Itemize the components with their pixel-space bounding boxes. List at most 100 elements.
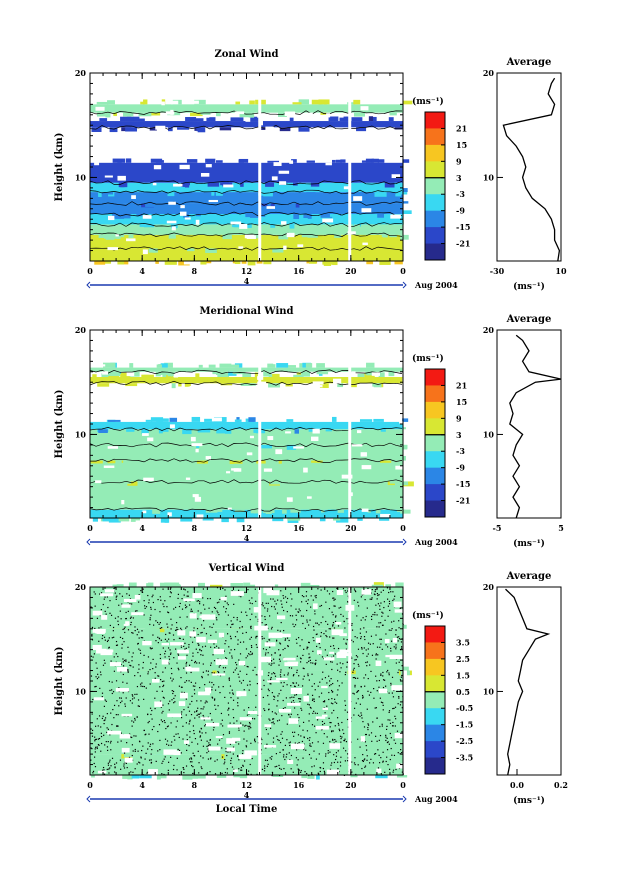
heatmap-cell — [371, 158, 379, 163]
heatmap-cell — [100, 203, 107, 208]
heatmap-band — [90, 121, 403, 128]
heatmap-cell — [234, 419, 242, 422]
missing-cell — [371, 97, 379, 102]
speckle-dot — [332, 682, 334, 685]
speckle-dot — [193, 732, 195, 735]
speckle-dot — [180, 676, 182, 679]
speckle-dot — [362, 721, 364, 723]
heatmap-cell — [176, 584, 180, 587]
speckle-dot — [300, 615, 303, 617]
speckle-dot — [130, 616, 132, 618]
speckle-dot — [297, 684, 300, 686]
speckle-dot — [166, 606, 168, 608]
speckle-dot — [307, 602, 309, 605]
speckle-dot — [91, 735, 94, 737]
speckle-dot — [368, 694, 371, 696]
heatmap-cell — [158, 429, 163, 434]
speckle-dot — [248, 689, 250, 691]
speckle-dot — [236, 631, 238, 633]
speckle-dot — [100, 726, 102, 728]
speckle-dot — [124, 705, 126, 707]
heatmap-cell — [159, 429, 169, 432]
missing-cell — [107, 247, 118, 251]
colorbar-swatch — [425, 691, 445, 709]
speckle-dot — [390, 747, 392, 750]
speckle-dot — [131, 744, 134, 746]
speckle-dot — [279, 643, 282, 645]
heatmap-cell — [332, 159, 336, 163]
missing-cell — [263, 468, 273, 472]
missing-cell — [385, 356, 391, 362]
speckle-dot — [245, 611, 247, 613]
speckle-dot — [387, 764, 389, 766]
speckle-dot — [99, 671, 102, 673]
speckle-dot — [380, 673, 382, 675]
missing-cell — [309, 351, 319, 355]
missing-cell — [329, 743, 341, 749]
speckle-dot — [218, 666, 220, 668]
speckle-dot — [225, 657, 227, 659]
missing-cell — [208, 746, 221, 751]
speckle-dot — [197, 651, 199, 654]
speckle-dot — [103, 598, 105, 600]
missing-cell — [234, 111, 245, 115]
speckle-dot — [217, 743, 219, 745]
speckle-dot — [313, 765, 315, 767]
speckle-dot — [218, 614, 220, 616]
speckle-dot — [169, 649, 171, 651]
speckle-dot — [96, 617, 99, 619]
heatmap-cell — [300, 582, 311, 587]
missing-cell — [351, 371, 356, 376]
speckle-dot — [176, 757, 178, 759]
speckle-dot — [98, 640, 100, 642]
speckle-dot — [240, 596, 242, 598]
speckle-dot — [247, 725, 249, 727]
colorbar-unit: (ms⁻¹) — [412, 96, 444, 107]
speckle-dot — [185, 607, 187, 609]
heatmap-cell — [163, 248, 171, 254]
speckle-dot — [91, 635, 93, 637]
heatmap-cell — [355, 754, 364, 758]
speckle-dot — [279, 751, 281, 753]
y-tick-label: 10 — [75, 429, 87, 439]
speckle-dot — [378, 622, 380, 624]
missing-cell — [391, 685, 403, 691]
speckle-dot — [160, 639, 162, 641]
speckle-dot — [336, 702, 338, 704]
missing-cell — [336, 652, 347, 658]
speckle-dot — [202, 604, 205, 606]
speckle-dot — [286, 597, 289, 600]
speckle-dot — [271, 626, 273, 628]
speckle-dot — [168, 744, 170, 746]
heatmap-band — [90, 182, 403, 193]
missing-cell — [296, 414, 303, 420]
speckle-dot — [352, 677, 354, 679]
speckle-dot — [334, 758, 337, 761]
missing-cell — [362, 242, 368, 246]
speckle-dot — [214, 698, 216, 700]
heatmap-cell — [214, 509, 223, 512]
speckle-dot — [401, 752, 403, 754]
speckle-dot — [139, 652, 142, 654]
missing-cell — [153, 165, 162, 170]
missing-cell — [177, 630, 186, 636]
speckle-dot — [223, 671, 225, 673]
speckle-dot — [245, 657, 247, 659]
heatmap-cell — [245, 224, 252, 228]
speckle-dot — [172, 692, 174, 695]
missing-cell — [361, 589, 372, 595]
missing-cell — [311, 436, 319, 441]
speckle-dot — [366, 759, 368, 761]
speckle-dot — [167, 611, 170, 614]
speckle-dot — [104, 662, 106, 664]
x-tick-label: 8 — [192, 780, 198, 790]
heatmap-cell — [150, 112, 161, 116]
speckle-dot — [138, 740, 141, 742]
heatmap-cell — [401, 444, 408, 449]
speckle-dot — [171, 699, 173, 701]
speckle-dot — [190, 636, 192, 638]
missing-cell — [225, 83, 236, 88]
speckle-dot — [127, 629, 130, 631]
colorbar-frame — [424, 368, 446, 518]
